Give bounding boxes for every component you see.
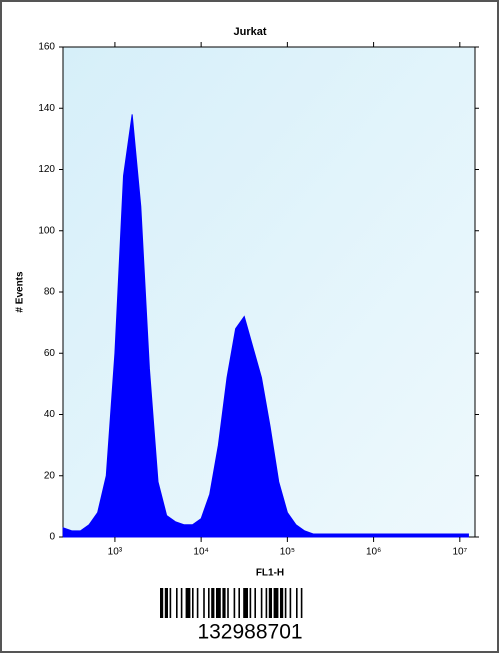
barcode-bar (180, 588, 183, 618)
y-axis-label: # Events (15, 271, 26, 313)
x-tick-label: 10⁷ (452, 547, 467, 558)
barcode-bar (233, 588, 236, 618)
barcode-bar (196, 588, 199, 618)
y-tick-label: 20 (44, 470, 56, 481)
x-tick-label: 10³ (108, 547, 123, 558)
barcode-bar (268, 588, 272, 618)
chart-title: Jurkat (233, 26, 266, 38)
barcode-bar (164, 588, 168, 618)
barcode-bar (260, 588, 263, 618)
barcode-bar (227, 588, 229, 618)
barcode (160, 588, 303, 618)
barcode-bar (289, 588, 292, 618)
barcode-bar (238, 588, 240, 618)
barcode-bar (169, 588, 172, 618)
barcode-bar (203, 588, 205, 618)
x-axis-label: FL1-H (256, 568, 284, 579)
barcode-bar (296, 588, 298, 618)
barcode-bar (254, 588, 256, 618)
barcode-bar (216, 588, 221, 618)
barcode-bar (211, 588, 215, 618)
x-tick-label: 10⁵ (280, 547, 295, 558)
y-tick-label: 160 (38, 42, 55, 53)
y-tick-label: 120 (38, 164, 55, 175)
barcode-bar (222, 588, 226, 618)
x-tick-label: 10⁴ (193, 547, 208, 558)
barcode-bar (284, 588, 287, 618)
y-tick-label: 100 (38, 225, 55, 236)
y-tick-label: 140 (38, 103, 55, 114)
barcode-bar (243, 588, 248, 618)
y-tick-label: 80 (44, 287, 56, 298)
y-tick-label: 60 (44, 348, 56, 359)
barcode-bar (280, 588, 284, 618)
barcode-bar (192, 588, 194, 618)
histogram-area (62, 114, 469, 538)
barcode-bar (176, 588, 178, 618)
barcode-bar (273, 588, 279, 618)
barcode-bar (249, 588, 252, 618)
y-tick-label: 40 (44, 409, 56, 420)
barcode-bar (160, 588, 164, 618)
barcode-bar (265, 588, 268, 618)
barcode-bar (208, 588, 210, 618)
barcode-bar (300, 588, 303, 618)
y-tick-label: 0 (49, 532, 55, 543)
barcode-number: 132988701 (197, 621, 302, 644)
x-tick-label: 10⁶ (366, 547, 381, 558)
plot-layer (62, 114, 469, 538)
barcode-bar (185, 588, 191, 618)
